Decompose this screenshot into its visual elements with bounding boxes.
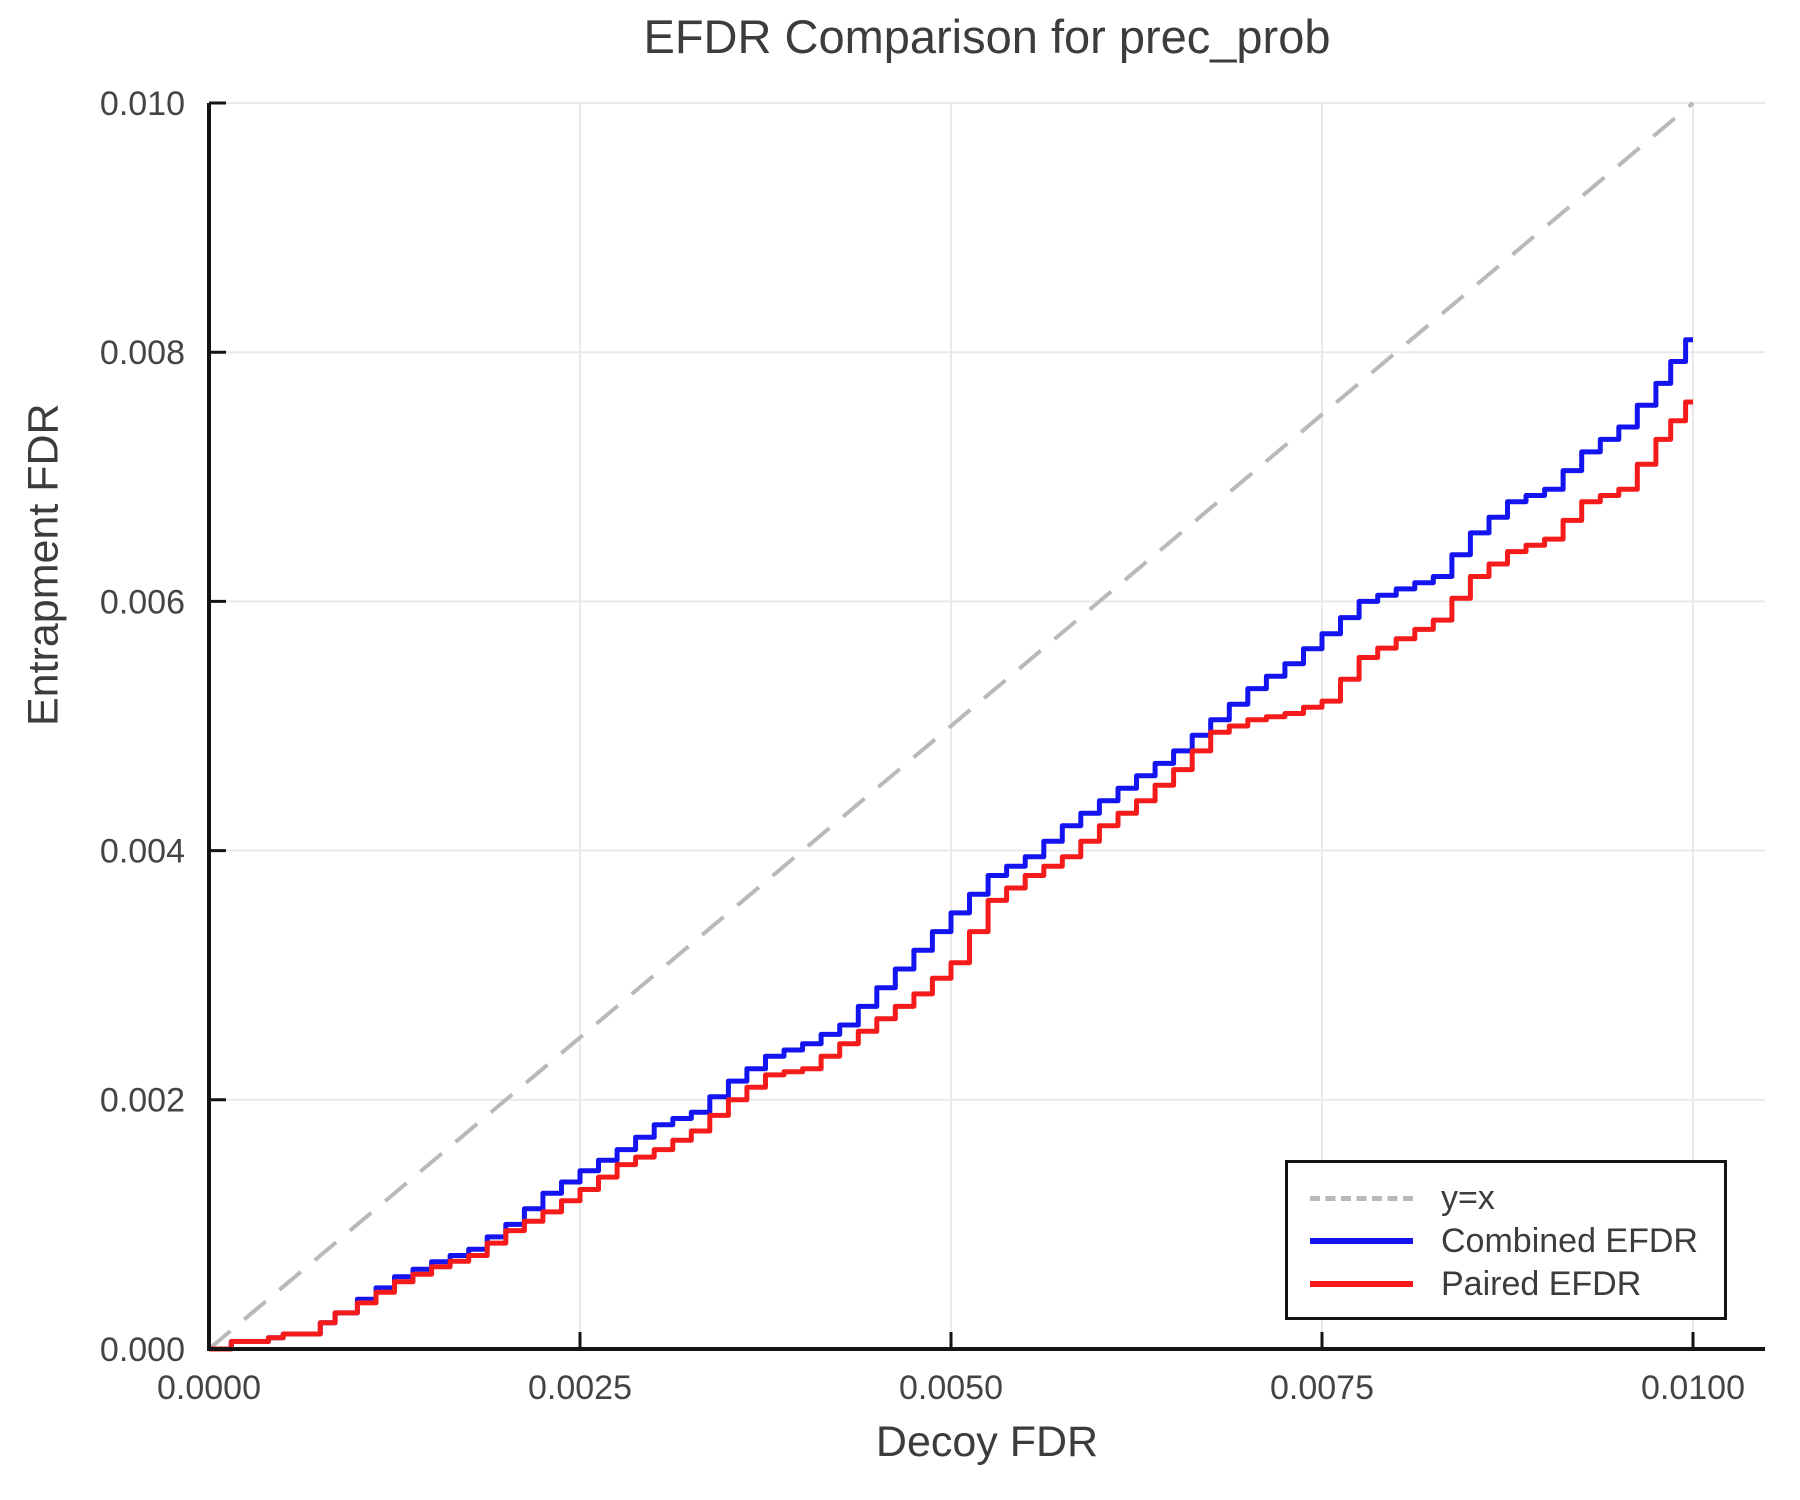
legend-label: Combined EFDR xyxy=(1441,1221,1698,1260)
y-tick-label: 0.006 xyxy=(100,583,185,621)
y-tick-label: 0.004 xyxy=(100,833,185,871)
y-tick-label: 0.010 xyxy=(100,85,185,123)
x-tick-label: 0.0075 xyxy=(1270,1369,1374,1407)
x-tick-label: 0.0050 xyxy=(899,1369,1003,1407)
x-tick-label: 0.0025 xyxy=(528,1369,632,1407)
legend-item-combined-efdr: Combined EFDR xyxy=(1310,1222,1704,1260)
x-axis-title: Decoy FDR xyxy=(875,1418,1099,1466)
chart-title: EFDR Comparison for prec_prob xyxy=(643,10,1331,63)
series-y-x xyxy=(207,101,1695,1351)
series-paired-efdr xyxy=(209,399,1693,1352)
legend-item-y-x: y=x xyxy=(1310,1179,1704,1217)
x-tick-label: 0.0000 xyxy=(157,1369,261,1407)
legend-line-icon xyxy=(1310,1238,1413,1244)
legend-line-icon xyxy=(1310,1281,1413,1287)
series-combined-efdr xyxy=(209,337,1693,1352)
legend: y=x Combined EFDR Paired EFDR xyxy=(1285,1160,1727,1320)
legend-label: y=x xyxy=(1441,1178,1495,1217)
y-tick-label: 0.000 xyxy=(100,1331,185,1369)
legend-line-icon xyxy=(1310,1195,1413,1201)
y-tick-label: 0.008 xyxy=(100,334,185,372)
y-tick-label: 0.002 xyxy=(100,1082,185,1120)
legend-item-paired-efdr: Paired EFDR xyxy=(1310,1265,1704,1303)
x-tick-label: 0.0100 xyxy=(1641,1369,1745,1407)
legend-label: Paired EFDR xyxy=(1441,1264,1642,1303)
